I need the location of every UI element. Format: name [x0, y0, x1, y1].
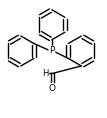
Text: P: P — [49, 46, 55, 55]
Text: O: O — [49, 84, 56, 93]
Text: H: H — [42, 69, 49, 78]
